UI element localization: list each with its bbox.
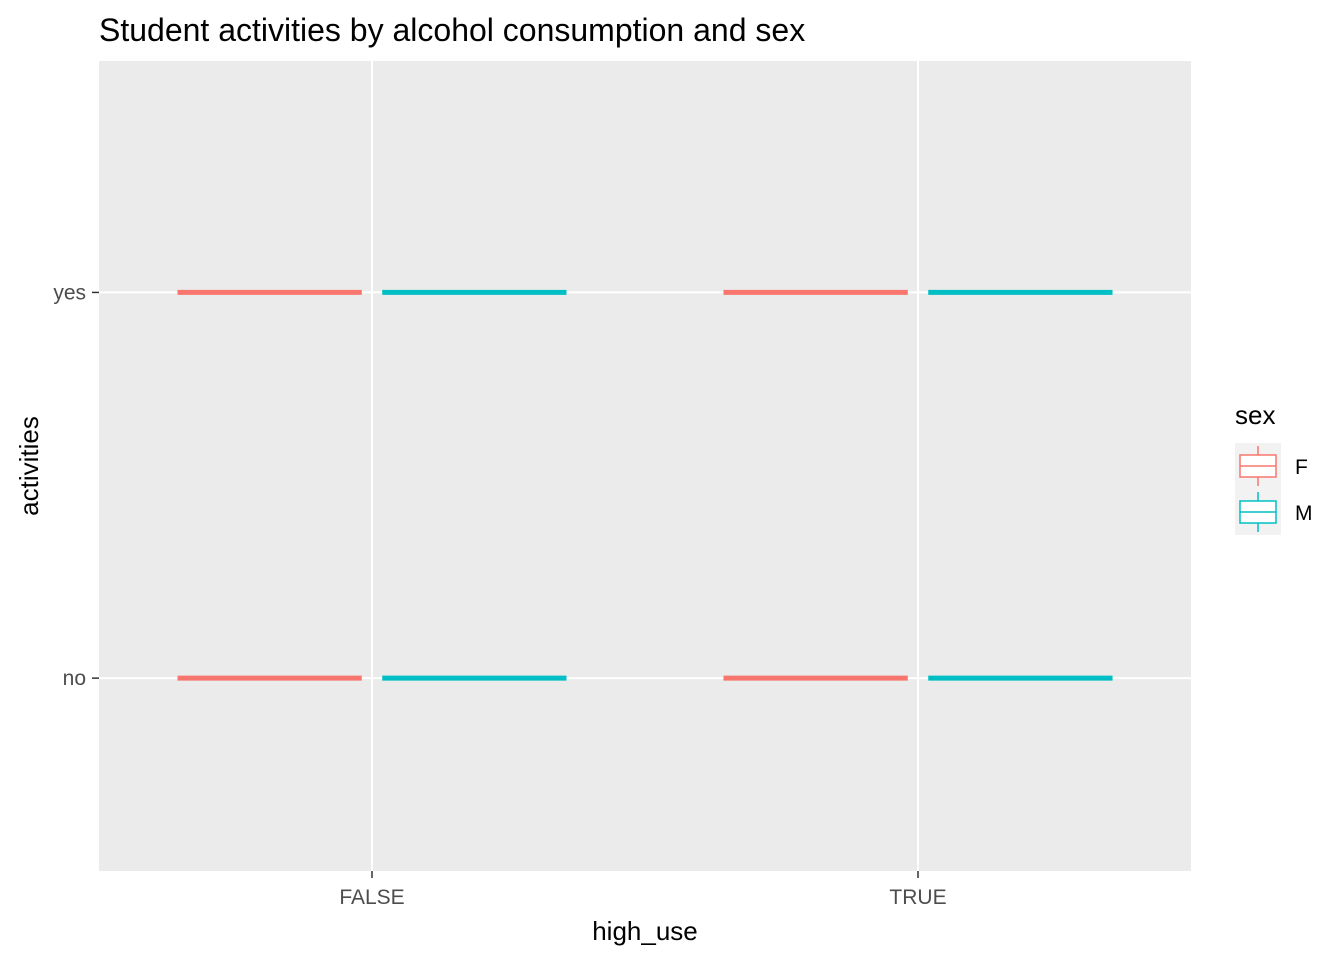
legend-label-M: M bbox=[1295, 502, 1313, 525]
x-tick-label: FALSE bbox=[339, 886, 404, 909]
legend-label-F: F bbox=[1295, 456, 1308, 479]
axes: no yes FALSE TRUE bbox=[53, 281, 946, 909]
y-axis-title: activities bbox=[14, 416, 44, 516]
y-tick-label: yes bbox=[53, 281, 86, 304]
legend: sex FM bbox=[1235, 400, 1313, 535]
chart-title: Student activities by alcohol consumptio… bbox=[99, 12, 805, 48]
y-tick-label: no bbox=[63, 667, 86, 690]
x-axis-title: high_use bbox=[592, 916, 698, 946]
plot-panel bbox=[99, 61, 1191, 871]
box-marks bbox=[177, 289, 1113, 681]
x-tick-label: TRUE bbox=[889, 886, 946, 909]
legend-title: sex bbox=[1235, 400, 1275, 430]
